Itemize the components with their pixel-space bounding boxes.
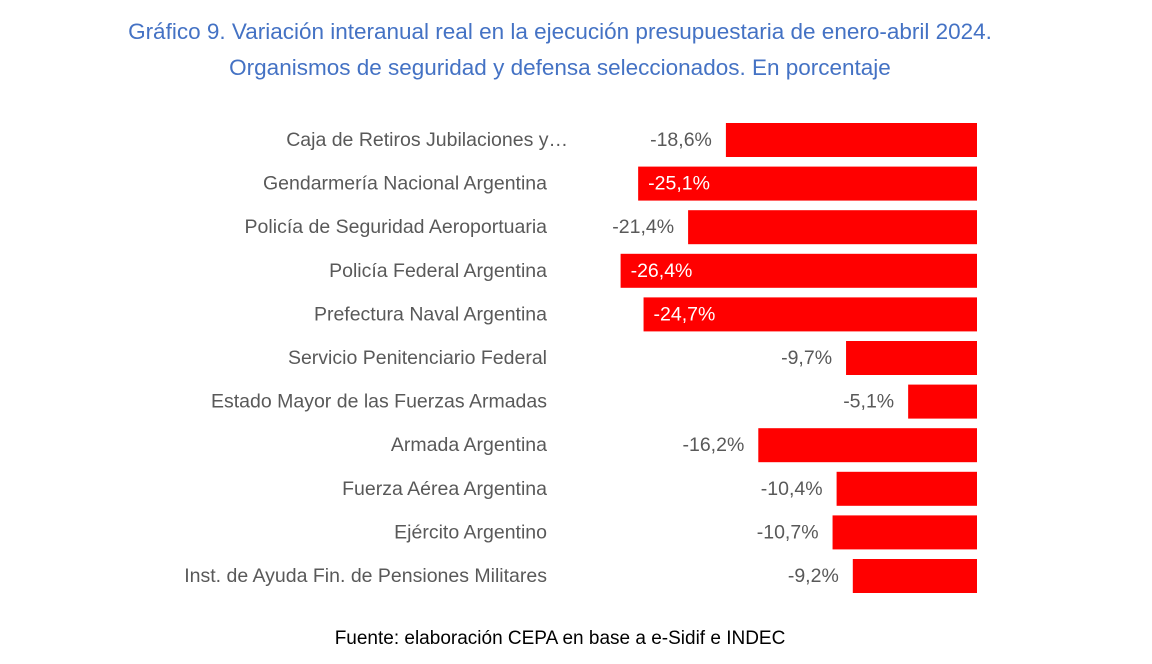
category-label: Caja de Retiros Jubilaciones y…: [286, 129, 568, 151]
chart-title-line-2: Organismos de seguridad y defensa selecc…: [229, 55, 891, 80]
data-label: -9,2%: [788, 565, 839, 587]
bar: [688, 210, 977, 245]
category-label: Ejército Argentino: [394, 521, 547, 543]
data-label: -9,7%: [781, 347, 832, 369]
bar: [643, 297, 977, 332]
bar: [832, 515, 977, 550]
category-label: Policía de Seguridad Aeroportuaria: [245, 216, 548, 238]
data-label: -26,4%: [631, 260, 693, 282]
bar: [846, 341, 977, 375]
data-label: -10,4%: [761, 478, 823, 500]
data-label: -24,7%: [654, 303, 716, 325]
data-label: -25,1%: [648, 173, 710, 195]
data-label: -18,6%: [650, 129, 712, 151]
data-label: -10,7%: [757, 521, 819, 543]
category-label: Estado Mayor de las Fuerzas Armadas: [211, 391, 547, 413]
bar: [620, 253, 977, 288]
data-label: -16,2%: [683, 434, 745, 456]
bar: [852, 559, 977, 593]
bar: [836, 471, 977, 506]
bar: [758, 428, 977, 463]
data-label: -21,4%: [612, 216, 674, 238]
chart-title-line-1: Gráfico 9. Variación interanual real en …: [128, 19, 992, 44]
category-label: Prefectura Naval Argentina: [314, 303, 547, 325]
category-label: Inst. de Ayuda Fin. de Pensiones Militar…: [184, 565, 547, 587]
category-label: Armada Argentina: [391, 434, 547, 456]
source-note: Fuente: elaboración CEPA en base a e-Sid…: [334, 628, 786, 649]
bar: [725, 123, 977, 157]
category-label: Gendarmería Nacional Argentina: [263, 173, 547, 195]
bar: [638, 166, 977, 201]
category-label: Policía Federal Argentina: [329, 260, 547, 282]
category-label: Fuerza Aérea Argentina: [342, 478, 547, 500]
category-label: Servicio Penitenciario Federal: [288, 347, 547, 369]
chart-title: Gráfico 9. Variación interanual real en …: [0, 14, 1120, 86]
bar: [908, 384, 977, 419]
data-label: -5,1%: [843, 391, 894, 413]
